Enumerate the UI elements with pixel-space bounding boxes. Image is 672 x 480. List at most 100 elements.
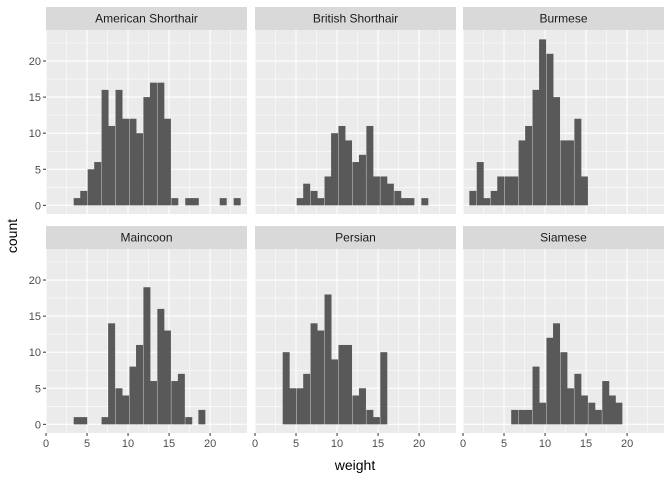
y-tick-label: 5 — [35, 164, 41, 176]
facet-strip — [255, 7, 456, 30]
facet-strip-label: Persian — [335, 231, 376, 245]
histogram-bar — [518, 140, 526, 206]
x-tick-label: 15 — [580, 438, 592, 450]
histogram-bar — [566, 388, 574, 425]
y-tick-label: 0 — [35, 200, 41, 212]
histogram-bar — [358, 154, 366, 206]
histogram-bar — [198, 409, 206, 425]
y-tick-label: 5 — [35, 383, 41, 395]
histogram-bar — [122, 395, 130, 425]
histogram-bar — [546, 53, 554, 206]
x-tick-label: 0 — [252, 438, 258, 450]
facet-strip-label: Siamese — [540, 231, 587, 245]
x-tick-label: 15 — [163, 438, 175, 450]
histogram-bar — [80, 190, 88, 206]
histogram-bar — [317, 330, 325, 425]
y-tick-label: 15 — [29, 311, 41, 323]
histogram-bar — [143, 287, 151, 425]
histogram-bar — [310, 190, 318, 206]
x-tick-label: 20 — [413, 438, 425, 450]
x-tick-label: 10 — [539, 438, 551, 450]
x-tick-label: 0 — [43, 438, 49, 450]
histogram-bar — [553, 323, 561, 425]
histogram-bar — [380, 176, 388, 206]
histogram-bar — [289, 388, 297, 425]
x-tick-label: 5 — [501, 438, 507, 450]
histogram-bar — [129, 366, 137, 425]
histogram-bar — [504, 176, 512, 206]
histogram-bar — [310, 323, 318, 425]
histogram-bar — [101, 89, 109, 206]
histogram-bar — [129, 118, 137, 206]
facet-strip — [255, 226, 456, 249]
facet-maincoon: Maincoon — [45, 226, 247, 433]
y-tick-label: 20 — [29, 56, 41, 68]
histogram-bar — [580, 176, 588, 206]
histogram-bar — [511, 409, 519, 425]
histogram-bar — [490, 190, 498, 206]
y-tick-label: 10 — [29, 347, 41, 359]
histogram-bar — [608, 395, 616, 425]
histogram-bar — [615, 402, 623, 425]
histogram-bar — [380, 352, 388, 425]
y-tick-label: 15 — [29, 92, 41, 104]
histogram-bar — [532, 366, 540, 425]
histogram-bar — [94, 162, 102, 206]
histogram-bar — [345, 140, 353, 206]
histogram-bar — [303, 373, 311, 425]
histogram-bar — [296, 198, 304, 206]
histogram-bar — [372, 417, 380, 425]
histogram-bar — [574, 373, 582, 425]
histogram-bar — [394, 190, 402, 206]
histogram-bar — [219, 198, 227, 206]
histogram-bar — [476, 162, 484, 206]
histogram-bar — [115, 388, 123, 425]
histogram-bar — [546, 337, 554, 425]
histogram-bar — [532, 89, 540, 206]
x-tick-label: 10 — [122, 438, 134, 450]
histogram-bar — [331, 359, 339, 425]
histogram-bar — [386, 183, 394, 206]
histogram-bar — [185, 198, 193, 206]
histogram-bar — [324, 294, 332, 425]
histogram-bar — [163, 330, 171, 425]
histogram-bar — [352, 162, 360, 206]
histogram-bar — [553, 97, 561, 206]
histogram-bar — [73, 198, 81, 206]
histogram-bar — [421, 198, 429, 206]
histogram-bar — [233, 198, 241, 206]
histogram-bar — [497, 176, 505, 206]
histogram-bar — [602, 381, 610, 425]
y-axis: 0 5 10 15 20 0 5 10 15 20 — [29, 56, 46, 431]
facet-siamese: Siamese — [462, 226, 664, 433]
histogram-bar — [136, 133, 144, 206]
facet-strip — [463, 7, 664, 30]
histogram-bar — [338, 344, 346, 425]
histogram-bar — [372, 176, 380, 206]
histogram-bar — [594, 409, 602, 425]
facet-persian: Persian — [254, 226, 456, 433]
histogram-bar — [566, 140, 574, 206]
y-tick-label: 20 — [29, 275, 41, 287]
histogram-bar — [157, 82, 165, 206]
histogram-bar — [539, 402, 547, 425]
y-axis-title: count — [4, 219, 20, 253]
facet-panels: American Shorthair British Shorthair Burme… — [45, 7, 664, 433]
histogram-bar — [539, 39, 547, 206]
histogram-bar — [345, 344, 353, 425]
x-tick-label: 15 — [372, 438, 384, 450]
histogram-bar — [366, 125, 374, 206]
histogram-bar — [407, 198, 415, 206]
histogram-bar — [282, 352, 290, 425]
x-tick-label: 5 — [293, 438, 299, 450]
y-tick-label: 0 — [35, 419, 41, 431]
histogram-bar — [73, 417, 81, 425]
histogram-bar — [588, 402, 596, 425]
histogram-bar — [317, 198, 325, 206]
histogram-bar — [469, 190, 477, 206]
histogram-bar — [296, 388, 304, 425]
histogram-bar — [136, 344, 144, 425]
x-tick-label: 5 — [84, 438, 90, 450]
histogram-bar — [352, 395, 360, 425]
